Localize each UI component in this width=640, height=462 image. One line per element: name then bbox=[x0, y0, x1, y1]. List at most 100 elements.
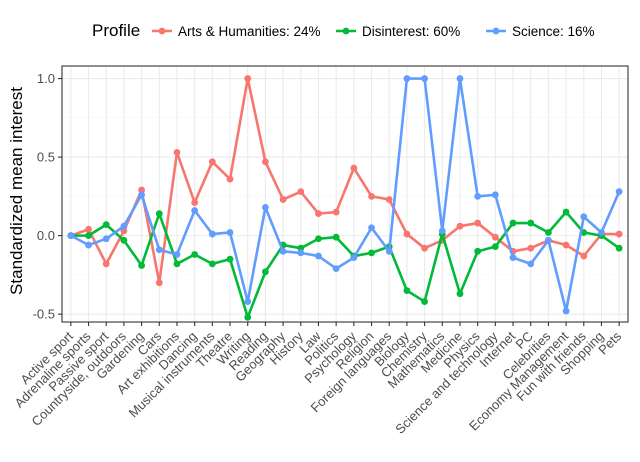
panel-border bbox=[61, 65, 629, 323]
y-axis-label: Standardized mean interest bbox=[7, 87, 26, 295]
data-point bbox=[421, 244, 428, 252]
data-point bbox=[368, 249, 375, 257]
data-point bbox=[509, 254, 517, 262]
data-point bbox=[155, 246, 163, 254]
data-point bbox=[438, 227, 446, 235]
data-point bbox=[315, 235, 322, 243]
data-point bbox=[580, 213, 588, 221]
data-point bbox=[297, 188, 305, 196]
data-point bbox=[155, 210, 163, 218]
data-point bbox=[615, 244, 623, 252]
y-tick-label: 0.5 bbox=[37, 150, 55, 165]
data-point bbox=[297, 244, 305, 252]
data-point bbox=[226, 229, 234, 236]
data-point bbox=[315, 210, 322, 218]
data-point bbox=[545, 236, 552, 244]
data-point bbox=[385, 196, 393, 203]
plot-panel bbox=[61, 65, 629, 323]
data-point bbox=[262, 158, 269, 166]
data-point bbox=[120, 227, 128, 235]
data-point bbox=[191, 207, 199, 214]
data-point bbox=[474, 192, 482, 200]
data-point bbox=[421, 75, 428, 82]
data-point bbox=[226, 255, 234, 263]
data-point bbox=[191, 199, 199, 207]
data-point bbox=[509, 219, 517, 227]
data-point bbox=[173, 251, 181, 258]
data-point bbox=[491, 191, 499, 199]
data-point bbox=[244, 313, 252, 321]
data-point bbox=[332, 208, 340, 216]
data-point bbox=[527, 219, 535, 227]
data-point bbox=[332, 265, 340, 273]
data-point bbox=[527, 244, 535, 252]
data-point bbox=[368, 192, 375, 200]
data-point bbox=[279, 247, 287, 255]
data-point bbox=[474, 247, 482, 255]
data-point bbox=[244, 298, 252, 305]
legend-swatch-point bbox=[158, 27, 166, 35]
data-point bbox=[85, 232, 92, 240]
data-point bbox=[208, 260, 216, 268]
y-tick-label: 1.0 bbox=[37, 71, 55, 86]
data-point bbox=[102, 235, 110, 243]
data-point bbox=[545, 229, 552, 236]
legend-label: Disinterest: 60% bbox=[362, 24, 460, 39]
data-point bbox=[491, 233, 499, 241]
data-point bbox=[191, 251, 199, 258]
data-point bbox=[562, 241, 570, 249]
data-point bbox=[598, 229, 605, 236]
data-point bbox=[226, 175, 234, 183]
data-point bbox=[403, 75, 411, 82]
data-point bbox=[102, 221, 110, 229]
data-point bbox=[315, 252, 322, 260]
data-point bbox=[562, 208, 570, 216]
data-point bbox=[527, 260, 535, 268]
data-point bbox=[421, 298, 428, 305]
data-point bbox=[297, 249, 305, 257]
data-point bbox=[120, 222, 128, 230]
legend-swatch-point bbox=[492, 27, 500, 35]
data-point bbox=[350, 254, 358, 262]
data-point bbox=[173, 260, 181, 268]
data-point bbox=[456, 222, 464, 230]
legend-label: Science: 16% bbox=[512, 24, 595, 39]
legend-label: Arts & Humanities: 24% bbox=[178, 24, 321, 39]
data-point bbox=[456, 290, 464, 298]
legend: Profile Arts & Humanities: 24% Disinteres… bbox=[92, 21, 595, 40]
data-point bbox=[244, 75, 252, 82]
y-tick-label: 0.0 bbox=[37, 228, 55, 243]
data-point bbox=[279, 196, 287, 203]
data-point bbox=[155, 279, 163, 287]
data-point bbox=[474, 219, 482, 227]
data-point bbox=[262, 268, 269, 276]
data-point bbox=[491, 243, 499, 251]
panel-background bbox=[62, 66, 628, 322]
data-point bbox=[456, 75, 464, 82]
legend-title: Profile bbox=[92, 21, 140, 40]
data-point bbox=[615, 230, 623, 238]
data-point bbox=[368, 224, 375, 232]
data-point bbox=[562, 307, 570, 315]
data-point bbox=[85, 225, 92, 233]
data-point bbox=[385, 247, 393, 255]
data-point bbox=[67, 232, 75, 240]
data-point bbox=[138, 191, 145, 199]
data-point bbox=[403, 287, 411, 294]
data-point bbox=[262, 203, 269, 211]
data-point bbox=[173, 148, 181, 156]
data-point bbox=[580, 252, 588, 260]
data-point bbox=[85, 241, 92, 249]
data-point bbox=[120, 236, 128, 244]
data-point bbox=[332, 233, 340, 241]
data-point bbox=[102, 260, 110, 268]
data-point bbox=[208, 230, 216, 238]
data-point bbox=[350, 164, 358, 172]
data-point bbox=[138, 262, 145, 269]
data-point bbox=[615, 188, 623, 196]
data-point bbox=[208, 158, 216, 166]
data-point bbox=[403, 230, 411, 238]
y-tick-label: -0.5 bbox=[33, 307, 55, 322]
